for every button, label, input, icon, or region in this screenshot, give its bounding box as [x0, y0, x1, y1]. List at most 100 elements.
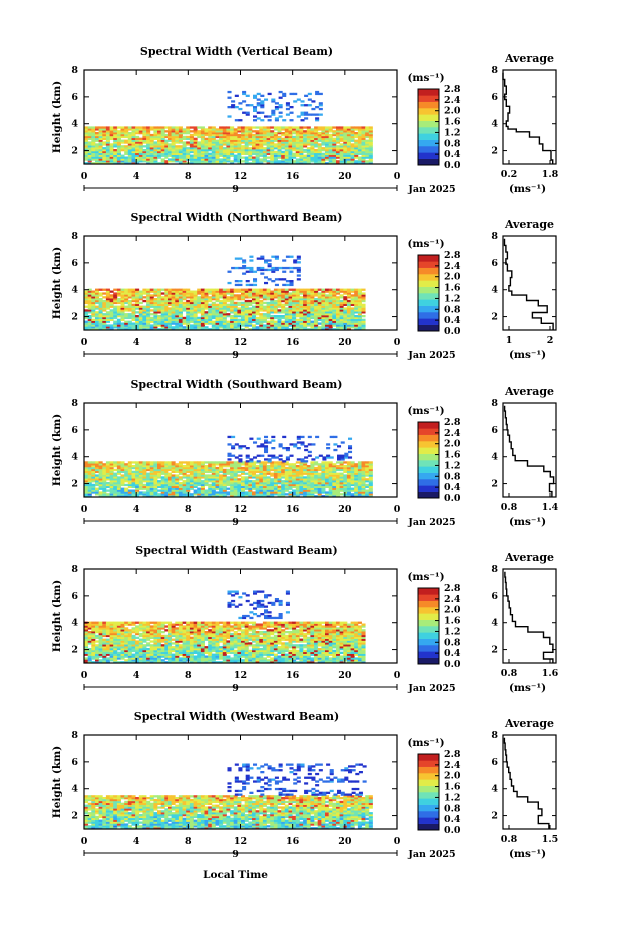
heatmap-cell — [160, 491, 165, 494]
heatmap-cell — [270, 487, 275, 490]
heatmap-cell — [131, 324, 136, 327]
heatmap-cell — [215, 307, 220, 310]
heatmap-cell — [120, 154, 125, 157]
heatmap-cell — [361, 470, 366, 473]
heatmap-cell — [208, 487, 213, 490]
heatmap-cell — [189, 147, 194, 150]
heatmap-cell — [288, 491, 293, 494]
heatmap-cell — [211, 480, 216, 483]
heatmap-cell — [284, 320, 289, 323]
heatmap-cell — [262, 328, 267, 331]
heatmap-cell — [365, 463, 370, 466]
heatmap-cell — [295, 298, 300, 301]
heatmap-cell — [299, 147, 304, 150]
heatmap-cell — [168, 288, 173, 291]
heatmap-cell — [105, 493, 110, 496]
heatmap-cell — [288, 322, 293, 325]
heatmap-cell — [299, 298, 304, 301]
heatmap-cell — [288, 478, 293, 481]
heatmap-cell — [95, 487, 100, 490]
heatmap-cell — [113, 461, 118, 464]
heatmap-cell — [91, 301, 96, 305]
heatmap-cell — [266, 149, 271, 152]
heatmap-cell — [153, 320, 158, 323]
heatmap-cell — [248, 126, 253, 129]
heatmap-cell — [91, 141, 96, 144]
heatmap-cell — [332, 465, 337, 468]
heatmap-cell — [91, 150, 96, 154]
heatmap-cell — [230, 489, 235, 492]
heatmap-cell — [310, 485, 315, 488]
heatmap-cell — [87, 326, 92, 329]
heatmap-cell — [211, 316, 216, 320]
heatmap-cell — [116, 311, 121, 314]
heatmap-cell — [255, 478, 260, 481]
heatmap-cell — [116, 313, 121, 316]
heatmap-cell — [149, 485, 154, 488]
heatmap-cell — [84, 472, 89, 475]
heatmap-cell — [339, 307, 344, 310]
heatmap-cell — [200, 461, 205, 464]
heatmap-cell — [171, 311, 176, 314]
heatmap-cell — [332, 495, 337, 498]
heatmap-cell — [208, 309, 213, 312]
heatmap-cell — [226, 296, 231, 299]
heatmap-cell — [175, 485, 180, 488]
heatmap-cell — [153, 466, 158, 470]
heatmap-cell — [127, 485, 132, 488]
colorbar-segment — [418, 95, 439, 102]
heatmap-cell — [296, 274, 301, 277]
heatmap-cell — [295, 326, 300, 329]
heatmap-cell — [186, 480, 191, 483]
heatmap-cell — [186, 478, 191, 481]
heatmap-cell — [109, 135, 114, 139]
heatmap-cell — [281, 158, 286, 161]
heatmap-cell — [227, 454, 232, 457]
heatmap-cell — [339, 328, 344, 331]
heatmap-cell — [306, 324, 311, 327]
heatmap-cell — [292, 491, 297, 494]
heatmap-cell — [368, 139, 373, 142]
heatmap-cell — [135, 130, 140, 133]
heatmap-cell — [102, 309, 107, 312]
heatmap-cell — [91, 483, 96, 487]
heatmap-cell — [237, 318, 242, 321]
heatmap-cell — [332, 476, 337, 479]
heatmap-cell — [321, 476, 326, 479]
heatmap-cell — [109, 145, 114, 148]
heatmap-cell — [142, 126, 147, 129]
heatmap-cell — [105, 472, 110, 475]
heatmap-cell — [233, 468, 238, 472]
heatmap-cell — [317, 489, 322, 492]
heatmap-cell — [281, 315, 286, 318]
heatmap-cell — [262, 128, 267, 131]
heatmap-cell — [300, 460, 305, 463]
heatmap-cell — [160, 311, 165, 314]
heatmap-cell — [186, 301, 191, 305]
heatmap-cell — [237, 470, 242, 473]
heatmap-cell — [178, 139, 183, 142]
heatmap-cell — [138, 328, 143, 331]
heatmap-cell — [361, 465, 366, 468]
heatmap-cell — [227, 281, 232, 285]
heatmap-cell — [277, 320, 282, 323]
heatmap-cell — [310, 154, 315, 157]
heatmap-cell — [197, 326, 202, 329]
heatmap-cell — [248, 466, 253, 470]
colorbar-tick-label: 0.4 — [444, 315, 461, 326]
heatmap-cell — [292, 137, 297, 140]
heatmap-cell — [306, 160, 311, 163]
heatmap-cell — [252, 320, 257, 323]
heatmap-cell — [273, 160, 278, 163]
heatmap-cell — [105, 160, 110, 163]
profile-x-tick-label: 0.8 — [501, 502, 518, 513]
heatmap-cell — [219, 311, 224, 314]
heatmap-cell — [273, 135, 278, 139]
heatmap-cell — [105, 495, 110, 498]
heatmap-cell — [149, 326, 154, 329]
heatmap-cell — [346, 483, 351, 487]
heatmap-cell — [325, 156, 330, 159]
heatmap-cell — [87, 135, 92, 139]
heatmap-cell — [325, 463, 330, 466]
heatmap-cell — [337, 445, 342, 448]
